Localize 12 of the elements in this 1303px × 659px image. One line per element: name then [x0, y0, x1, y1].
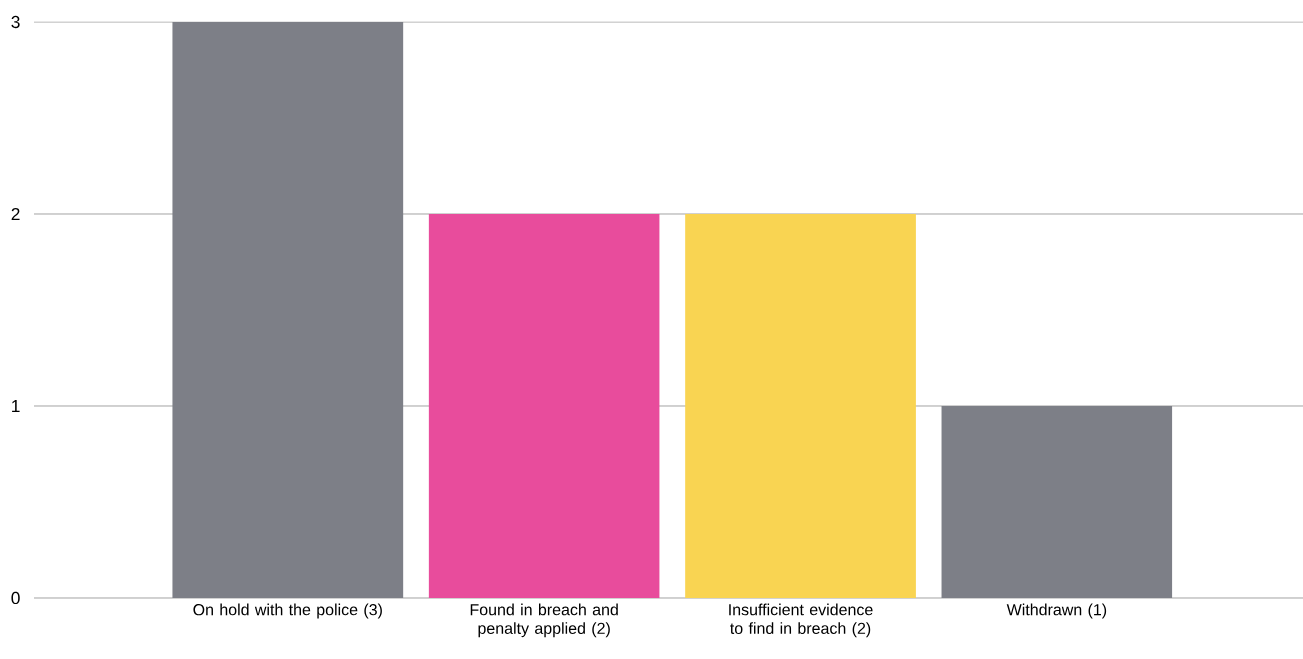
- y-tick-label: 2: [11, 207, 20, 221]
- x-tick-label: Insufficient evidence to find in breach (2): [729, 603, 873, 638]
- x-tick-label: Found in breach and penalty applied (2): [470, 603, 618, 638]
- y-tick-label: 1: [12, 400, 20, 412]
- bar: [172, 21, 404, 598]
- y-tick-label: 0: [11, 591, 20, 605]
- bar: [941, 405, 1173, 598]
- bar: [428, 213, 660, 598]
- x-tick-label: Withdrawn (1): [1006, 603, 1107, 619]
- y-tick-label: 3: [11, 15, 20, 29]
- x-tick-label: On hold with the police (3): [193, 603, 382, 619]
- bar: [685, 213, 916, 598]
